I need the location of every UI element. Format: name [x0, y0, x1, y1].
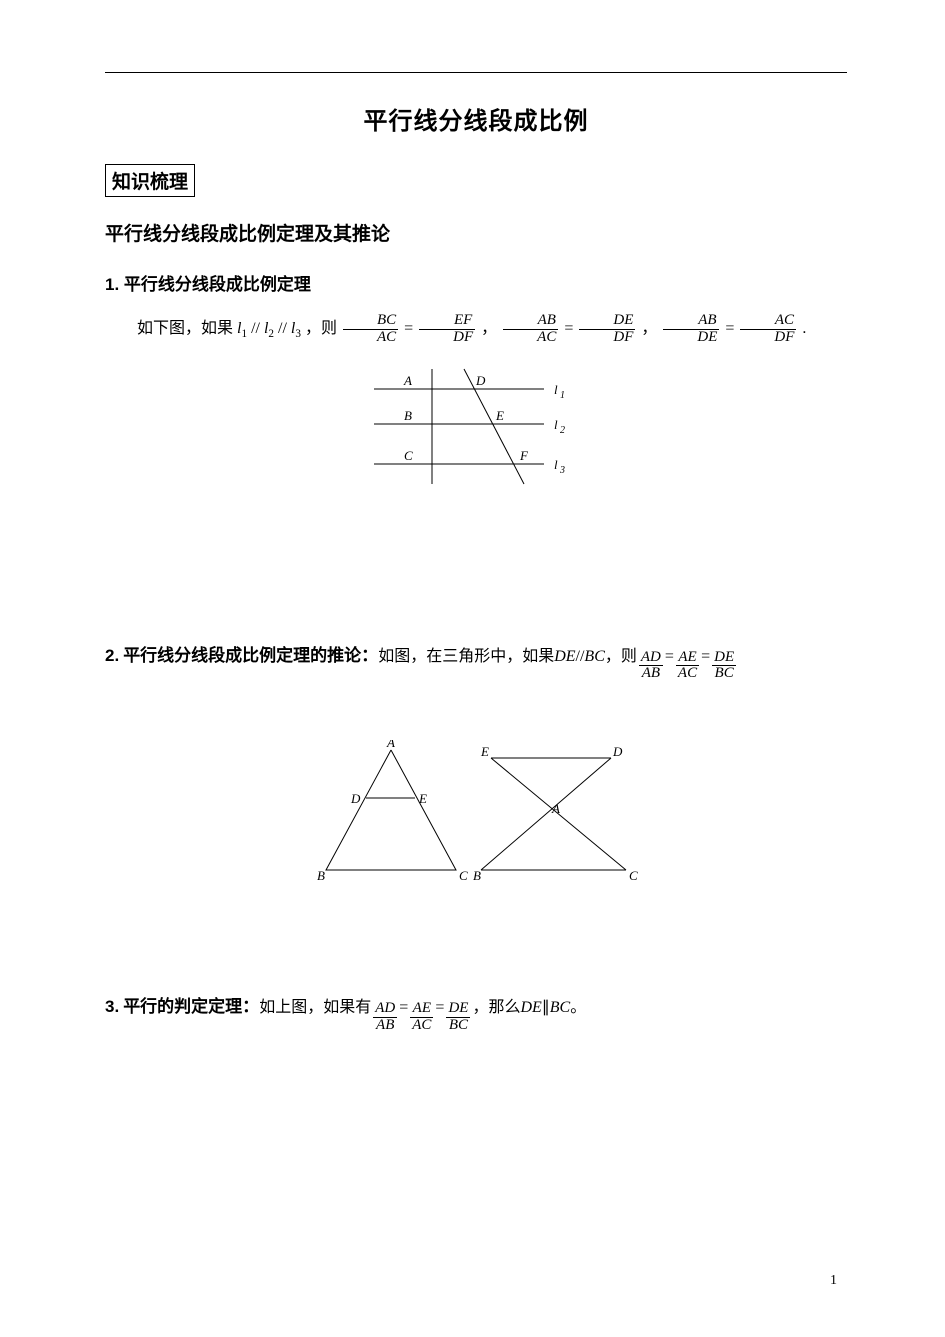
period1: .: [802, 320, 806, 337]
svg-text:A: A: [551, 801, 560, 816]
page-number: 1: [830, 1273, 837, 1289]
item2-de: DE: [554, 639, 575, 674]
svg-text:D: D: [350, 791, 361, 806]
c2: ，: [641, 320, 657, 337]
par2: //: [278, 320, 291, 337]
spacer-2: [105, 682, 847, 722]
item2-number: 2.: [105, 637, 119, 674]
svg-text:l: l: [554, 417, 558, 432]
frac1: BCAC: [343, 313, 398, 346]
item3-number: 3.: [105, 988, 119, 1025]
item2-heading: 平行线分线段成比例定理的推论：: [123, 637, 378, 674]
svg-text:D: D: [475, 373, 486, 388]
svg-text:3: 3: [559, 465, 565, 476]
item3-de: DE: [520, 990, 541, 1025]
item2-eq1: =: [665, 639, 674, 674]
frac5: ABDE: [663, 313, 719, 346]
item1-intro: 如下图，如果: [137, 320, 233, 337]
eq2: =: [564, 320, 577, 337]
l3-sub: 3: [295, 328, 301, 340]
item3-bc: BC: [550, 990, 570, 1025]
svg-text:1: 1: [560, 390, 565, 401]
eq3: =: [725, 320, 738, 337]
svg-text:l: l: [554, 382, 558, 397]
svg-text:E: E: [480, 744, 489, 759]
l2-sub: 2: [268, 328, 274, 340]
frac6: ACDF: [740, 313, 796, 346]
item3-heading: 平行的判定定理：: [123, 988, 259, 1025]
item2-eq2: =: [701, 639, 710, 674]
item3-f3: DEBC: [446, 1001, 470, 1034]
item3-row: 3. 平行的判定定理： 如上图，如果有 ADAB = AEAC = DEBC ，…: [105, 988, 847, 1034]
item3-f1: ADAB: [373, 1001, 397, 1034]
item3-f2: AEAC: [410, 1001, 433, 1034]
svg-text:E: E: [418, 791, 427, 806]
svg-text:B: B: [317, 868, 325, 883]
l1-sub: 1: [241, 328, 247, 340]
eq1: =: [404, 320, 417, 337]
item3-eq1: =: [399, 990, 408, 1025]
page-content: 平行线分线段成比例 知识梳理 平行线分线段成比例定理及其推论 1. 平行线分线段…: [105, 72, 847, 1034]
svg-text:C: C: [459, 868, 468, 883]
svg-text:D: D: [612, 744, 623, 759]
page-title: 平行线分线段成比例: [105, 101, 847, 136]
svg-text:B: B: [404, 408, 412, 423]
item2-text1: 如图，在三角形中，如果: [378, 639, 554, 674]
spacer-1: [105, 499, 847, 609]
item3-par: ∥: [542, 990, 550, 1025]
diagram-triangles: A D E B C E D A B C: [311, 740, 641, 890]
item2-f1: ADAB: [639, 650, 663, 683]
item1-number: 1.: [105, 275, 119, 294]
frac2: EFDF: [419, 313, 475, 346]
frac3: ABAC: [503, 313, 558, 346]
item2-bc: BC: [584, 639, 604, 674]
then1: ，则: [305, 320, 337, 337]
item3-text1: 如上图，如果有: [259, 990, 371, 1025]
svg-text:A: A: [386, 740, 395, 750]
item2-row: 2. 平行线分线段成比例定理的推论： 如图，在三角形中，如果 DE // BC …: [105, 637, 847, 683]
svg-text:B: B: [473, 868, 481, 883]
item2-f2: AEAC: [676, 650, 699, 683]
svg-text:C: C: [404, 448, 413, 463]
item2-par: //: [576, 639, 585, 674]
item3-period: 。: [570, 990, 586, 1025]
c1: ，: [481, 320, 497, 337]
item1-body: 如下图，如果 l1 // l2 // l3 ，则 BCAC = EFDF ， A…: [105, 313, 847, 346]
section-box: 知识梳理: [105, 164, 195, 197]
svg-text:A: A: [403, 373, 412, 388]
svg-text:E: E: [495, 408, 504, 423]
item2-then: ，则: [605, 639, 637, 674]
spacer-3: [105, 890, 847, 950]
item1-title: 平行线分线段成比例定理: [124, 275, 311, 294]
svg-text:l: l: [554, 457, 558, 472]
subheading: 平行线分线段成比例定理及其推论: [105, 219, 847, 246]
frac4: DEDF: [579, 313, 635, 346]
svg-text:F: F: [519, 448, 529, 463]
diagram-parallel-lines: A B C D E F l1 l2 l3: [354, 364, 599, 499]
svg-text:C: C: [629, 868, 638, 883]
item2-f3: DEBC: [712, 650, 736, 683]
item1-heading: 1. 平行线分线段成比例定理: [105, 270, 847, 295]
par1: //: [251, 320, 264, 337]
item3-eq2: =: [435, 990, 444, 1025]
item3-then: ，那么: [472, 990, 520, 1025]
svg-text:2: 2: [560, 425, 565, 436]
